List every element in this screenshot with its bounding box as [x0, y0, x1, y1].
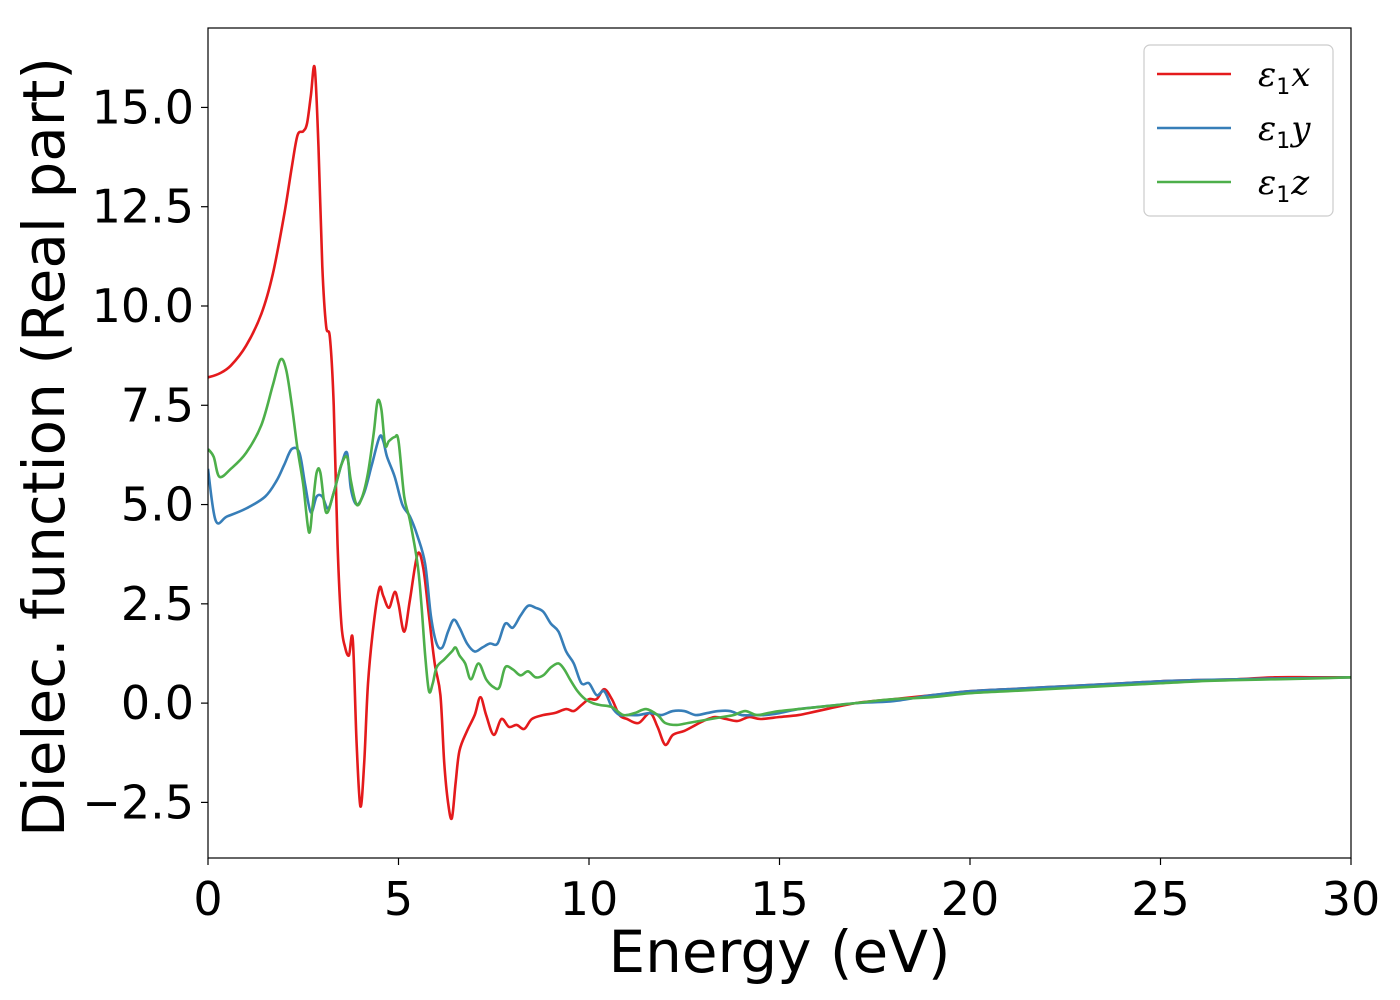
y-axis: −2.5 0.0 2.5 5.0 7.5 10.0 12.5 15.0: [82, 80, 208, 829]
y-tick-label: 7.5: [121, 378, 194, 432]
y-tick-label: 15.0: [92, 80, 194, 134]
x-tick-label: 10: [560, 872, 619, 926]
y-tick-label: 5.0: [121, 478, 194, 532]
legend-label-y: ε1y: [1258, 109, 1311, 154]
legend-label-x: ε1x: [1258, 55, 1310, 100]
legend-label-z: ε1z: [1258, 163, 1310, 208]
x-axis: 0 5 10 15 20 25 30: [193, 858, 1380, 926]
legend-box: [1143, 44, 1334, 217]
series-line-x: [208, 64, 1351, 821]
y-tick-label: −2.5: [82, 775, 194, 829]
x-tick-label: 15: [750, 872, 809, 926]
y-tick-label: 2.5: [121, 577, 194, 631]
y-tick-label: 10.0: [92, 279, 194, 333]
y-tick-label: 0.0: [121, 676, 194, 730]
x-tick-label: 25: [1131, 872, 1190, 926]
x-axis-title: Energy (eV): [608, 918, 950, 986]
x-tick-label: 30: [1322, 872, 1381, 926]
plot-lines: [208, 64, 1351, 821]
y-tick-label: 12.5: [92, 180, 194, 234]
x-tick-label: 5: [384, 872, 413, 926]
series-line-z: [208, 357, 1351, 727]
y-axis-title: Dielec. function (Real part): [10, 57, 78, 837]
x-tick-label: 0: [193, 872, 222, 926]
x-tick-label: 20: [941, 872, 1000, 926]
legend: ε1x ε1y ε1z: [1143, 44, 1334, 217]
